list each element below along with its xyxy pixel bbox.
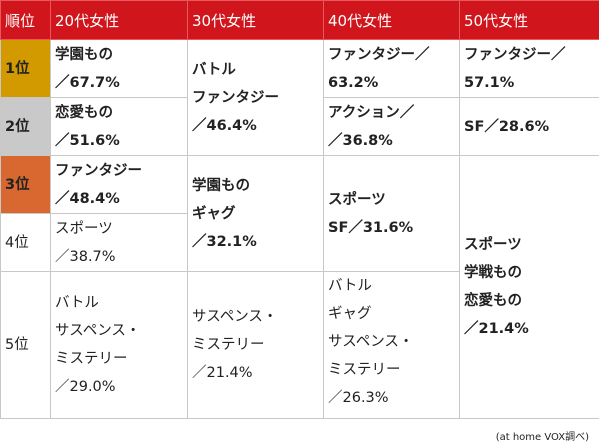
cell-40s-rank-1: ファンタジー／ 63.2% xyxy=(323,39,460,98)
cell-20s-rank-2: 恋愛もの ／51.6% xyxy=(50,97,188,156)
cell-50s-rank-1: ファンタジー／ 57.1% xyxy=(459,39,599,98)
header-rank: 順位 xyxy=(0,0,51,40)
cell-text: バトル サスペンス・ ミステリー ／29.0% xyxy=(55,295,141,395)
cell-20s-rank-3: ファンタジー ／48.4% xyxy=(50,155,188,214)
header-row: 順位 20代女性 30代女性 40代女性 50代女性 xyxy=(0,0,599,40)
cell-text: 学園もの ギャグ ／32.1% xyxy=(192,177,257,250)
cell-20s-rank-5: バトル サスペンス・ ミステリー ／29.0% xyxy=(50,271,188,419)
cell-text: ファンタジー／ 57.1% xyxy=(464,46,566,91)
cell-text: アクション／ ／36.8% xyxy=(328,104,415,149)
rank-2-cell: 2位 xyxy=(0,97,51,156)
cell-text: 恋愛もの ／51.6% xyxy=(55,104,120,149)
table-row-rank-1: 1位 学園もの ／67.7% バトル ファンタジー ／46.4% ファンタジー／… xyxy=(0,39,599,156)
rank-5-cell: 5位 xyxy=(0,271,51,419)
cell-text: 学園もの ／67.7% xyxy=(55,46,120,91)
source-note: (at home VOX調べ) xyxy=(495,432,589,443)
table-row-rank-5: 5位 バトル サスペンス・ ミステリー ／29.0% サスペンス・ ミステリー … xyxy=(0,271,599,419)
cell-40s-rank-2: アクション／ ／36.8% xyxy=(323,97,460,156)
cell-30s-rank-3-4: 学園もの ギャグ ／32.1% xyxy=(187,155,324,272)
cell-text: バトル ファンタジー ／46.4% xyxy=(192,61,279,134)
cell-text: サスペンス・ ミステリー ／21.4% xyxy=(192,309,278,381)
rank-4-cell: 4位 xyxy=(0,213,51,272)
cell-text: スポーツ 学戦もの 恋愛もの ／21.4% xyxy=(464,237,529,337)
header-40s-women: 40代女性 xyxy=(323,0,460,40)
cell-40s-rank-3-4: スポーツ SF／31.6% xyxy=(323,155,460,272)
ranking-table: 順位 20代女性 30代女性 40代女性 50代女性 1位 学園もの ／67.7… xyxy=(0,0,599,419)
rank-1-cell: 1位 xyxy=(0,39,51,98)
header-50s-women: 50代女性 xyxy=(459,0,599,40)
cell-30s-rank-1-2: バトル ファンタジー ／46.4% xyxy=(187,39,324,156)
cell-text: ファンタジー ／48.4% xyxy=(55,162,142,207)
cell-30s-rank-5: サスペンス・ ミステリー ／21.4% xyxy=(187,271,324,419)
header-20s-women: 20代女性 xyxy=(50,0,188,40)
header-30s-women: 30代女性 xyxy=(187,0,324,40)
cell-text: ファンタジー／ 63.2% xyxy=(328,46,430,91)
cell-text: スポーツ SF／31.6% xyxy=(328,191,414,236)
table-row-rank-3: 3位 ファンタジー ／48.4% 学園もの ギャグ ／32.1% スポーツ SF… xyxy=(0,155,599,419)
table-row-rank-2: 2位 恋愛もの ／51.6% アクション／ ／36.8% SF／28.6% xyxy=(0,97,599,156)
cell-40s-rank-5: バトル ギャグ サスペンス・ ミステリー ／26.3% xyxy=(323,271,460,419)
cell-20s-rank-1: 学園もの ／67.7% xyxy=(50,39,188,98)
cell-20s-rank-4: スポーツ ／38.7% xyxy=(50,213,188,272)
cell-text: SF／28.6% xyxy=(464,118,550,135)
rank-3-cell: 3位 xyxy=(0,155,51,214)
cell-text: スポーツ ／38.7% xyxy=(55,220,116,265)
cell-50s-rank-2: SF／28.6% xyxy=(459,97,599,156)
cell-50s-rank-3-5: スポーツ 学戦もの 恋愛もの ／21.4% xyxy=(459,155,599,419)
table-row-rank-4: 4位 スポーツ ／38.7% xyxy=(0,213,599,272)
cell-text: バトル ギャグ サスペンス・ ミステリー ／26.3% xyxy=(328,278,414,406)
